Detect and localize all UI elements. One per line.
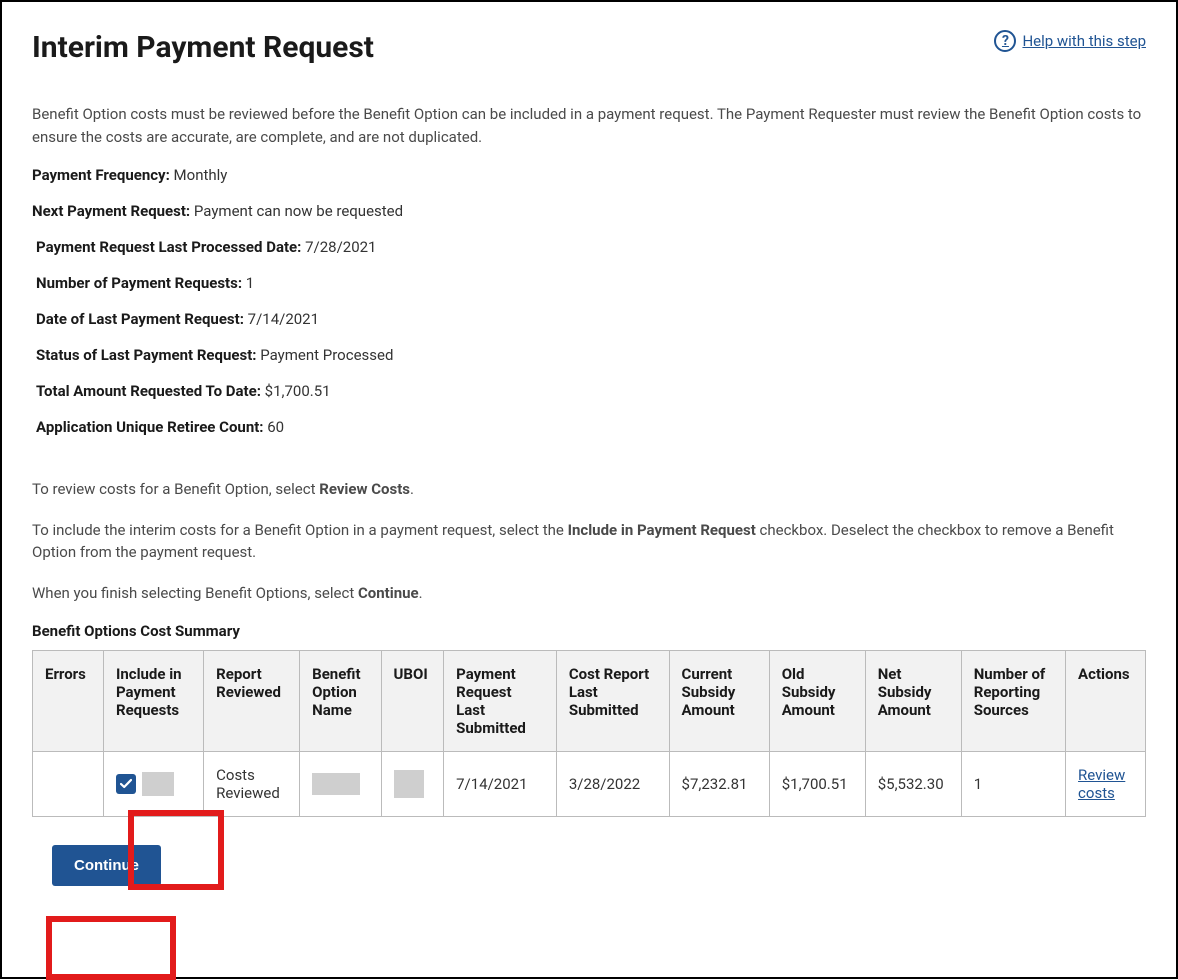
info-payment-frequency: Payment Frequency: Monthly [32, 166, 1146, 184]
header-row: Interim Payment Request ? Help with this… [32, 30, 1146, 65]
help-link-label: Help with this step [1022, 32, 1146, 50]
redacted-block [142, 772, 174, 796]
instr-continue-bold: Continue [358, 584, 419, 602]
info-payment-frequency-value: Monthly [170, 166, 228, 184]
help-link[interactable]: ? Help with this step [994, 30, 1146, 52]
info-date-last-request: Date of Last Payment Request: 7/14/2021 [36, 310, 1146, 328]
instr-include-bold: Include in Payment Request [568, 521, 756, 539]
th-errors: Errors [33, 651, 104, 752]
instr-continue: When you finish selecting Benefit Option… [32, 582, 1146, 605]
cell-report-reviewed: Costs Reviewed [204, 752, 300, 817]
info-last-processed: Payment Request Last Processed Date: 7/2… [36, 238, 1146, 256]
th-uboi: UBOI [381, 651, 444, 752]
info-date-last-request-value: 7/14/2021 [244, 310, 319, 328]
instr-review-bold: Review Costs [319, 480, 410, 498]
info-num-requests-label: Number of Payment Requests: [36, 274, 242, 292]
info-total-requested-value: $1,700.51 [261, 382, 331, 400]
info-total-requested-label: Total Amount Requested To Date: [36, 382, 261, 400]
cell-cr-last-submitted: 3/28/2022 [556, 752, 669, 817]
instr-review-prefix: To review costs for a Benefit Option, se… [32, 480, 319, 498]
intro-paragraph: Benefit Option costs must be reviewed be… [32, 103, 1146, 148]
cell-current-subsidy: $7,232.81 [669, 752, 769, 817]
info-retiree-count: Application Unique Retiree Count: 60 [36, 418, 1146, 436]
info-retiree-count-value: 60 [264, 418, 285, 436]
info-status-last: Status of Last Payment Request: Payment … [36, 346, 1146, 364]
th-include: Include in Payment Requests [103, 651, 203, 752]
info-date-last-request-label: Date of Last Payment Request: [36, 310, 244, 328]
info-status-last-value: Payment Processed [257, 346, 394, 364]
th-cr-last-submitted: Cost Report Last Submitted [556, 651, 669, 752]
instr-review-costs: To review costs for a Benefit Option, se… [32, 478, 1146, 501]
cell-uboi [381, 752, 444, 817]
info-next-request-label: Next Payment Request: [32, 202, 190, 220]
redacted-block [312, 773, 360, 795]
info-next-request: Next Payment Request: Payment can now be… [32, 202, 1146, 220]
cell-num-sources: 1 [961, 752, 1065, 817]
benefit-options-table: Errors Include in Payment Requests Repor… [32, 650, 1146, 817]
th-benefit-option: Benefit Option Name [300, 651, 381, 752]
th-current-subsidy: Current Subsidy Amount [669, 651, 769, 752]
info-num-requests-value: 1 [242, 274, 254, 292]
cell-actions: Review costs [1066, 752, 1146, 817]
info-total-requested: Total Amount Requested To Date: $1,700.5… [36, 382, 1146, 400]
info-status-last-label: Status of Last Payment Request: [36, 346, 257, 364]
instr-review-suffix: . [410, 480, 414, 498]
cell-include [103, 752, 203, 817]
review-costs-link[interactable]: Review costs [1078, 766, 1125, 802]
highlight-continue [46, 916, 176, 980]
cell-pr-last-submitted: 7/14/2021 [444, 752, 557, 817]
check-icon [120, 778, 132, 790]
info-retiree-count-label: Application Unique Retiree Count: [36, 418, 264, 436]
table-row: Costs Reviewed 7/14/2021 3/28/2022 $7,23… [33, 752, 1146, 817]
th-old-subsidy: Old Subsidy Amount [769, 651, 865, 752]
redacted-block [394, 770, 424, 798]
table-header-row: Errors Include in Payment Requests Repor… [33, 651, 1146, 752]
include-checkbox[interactable] [116, 774, 136, 794]
instr-continue-prefix: When you finish selecting Benefit Option… [32, 584, 358, 602]
page-title: Interim Payment Request [32, 30, 374, 65]
info-next-request-value: Payment can now be requested [190, 202, 403, 220]
help-icon: ? [994, 30, 1016, 52]
instr-include-prefix: To include the interim costs for a Benef… [32, 521, 568, 539]
cell-old-subsidy: $1,700.51 [769, 752, 865, 817]
th-report-reviewed: Report Reviewed [204, 651, 300, 752]
cell-benefit-option-name [300, 752, 381, 817]
cell-net-subsidy: $5,532.30 [865, 752, 961, 817]
info-payment-frequency-label: Payment Frequency: [32, 166, 170, 184]
table-caption: Benefit Options Cost Summary [32, 622, 1146, 640]
continue-button[interactable]: Continue [52, 845, 161, 886]
instr-continue-suffix: . [419, 584, 423, 602]
page-frame: Interim Payment Request ? Help with this… [0, 0, 1178, 979]
info-last-processed-label: Payment Request Last Processed Date: [36, 238, 301, 256]
cell-errors [33, 752, 104, 817]
th-pr-last-submitted: Payment Request Last Submitted [444, 651, 557, 752]
th-num-sources: Number of Reporting Sources [961, 651, 1065, 752]
th-actions: Actions [1066, 651, 1146, 752]
instr-include: To include the interim costs for a Benef… [32, 519, 1146, 564]
info-num-requests: Number of Payment Requests: 1 [36, 274, 1146, 292]
info-last-processed-value: 7/28/2021 [301, 238, 376, 256]
th-net-subsidy: Net Subsidy Amount [865, 651, 961, 752]
